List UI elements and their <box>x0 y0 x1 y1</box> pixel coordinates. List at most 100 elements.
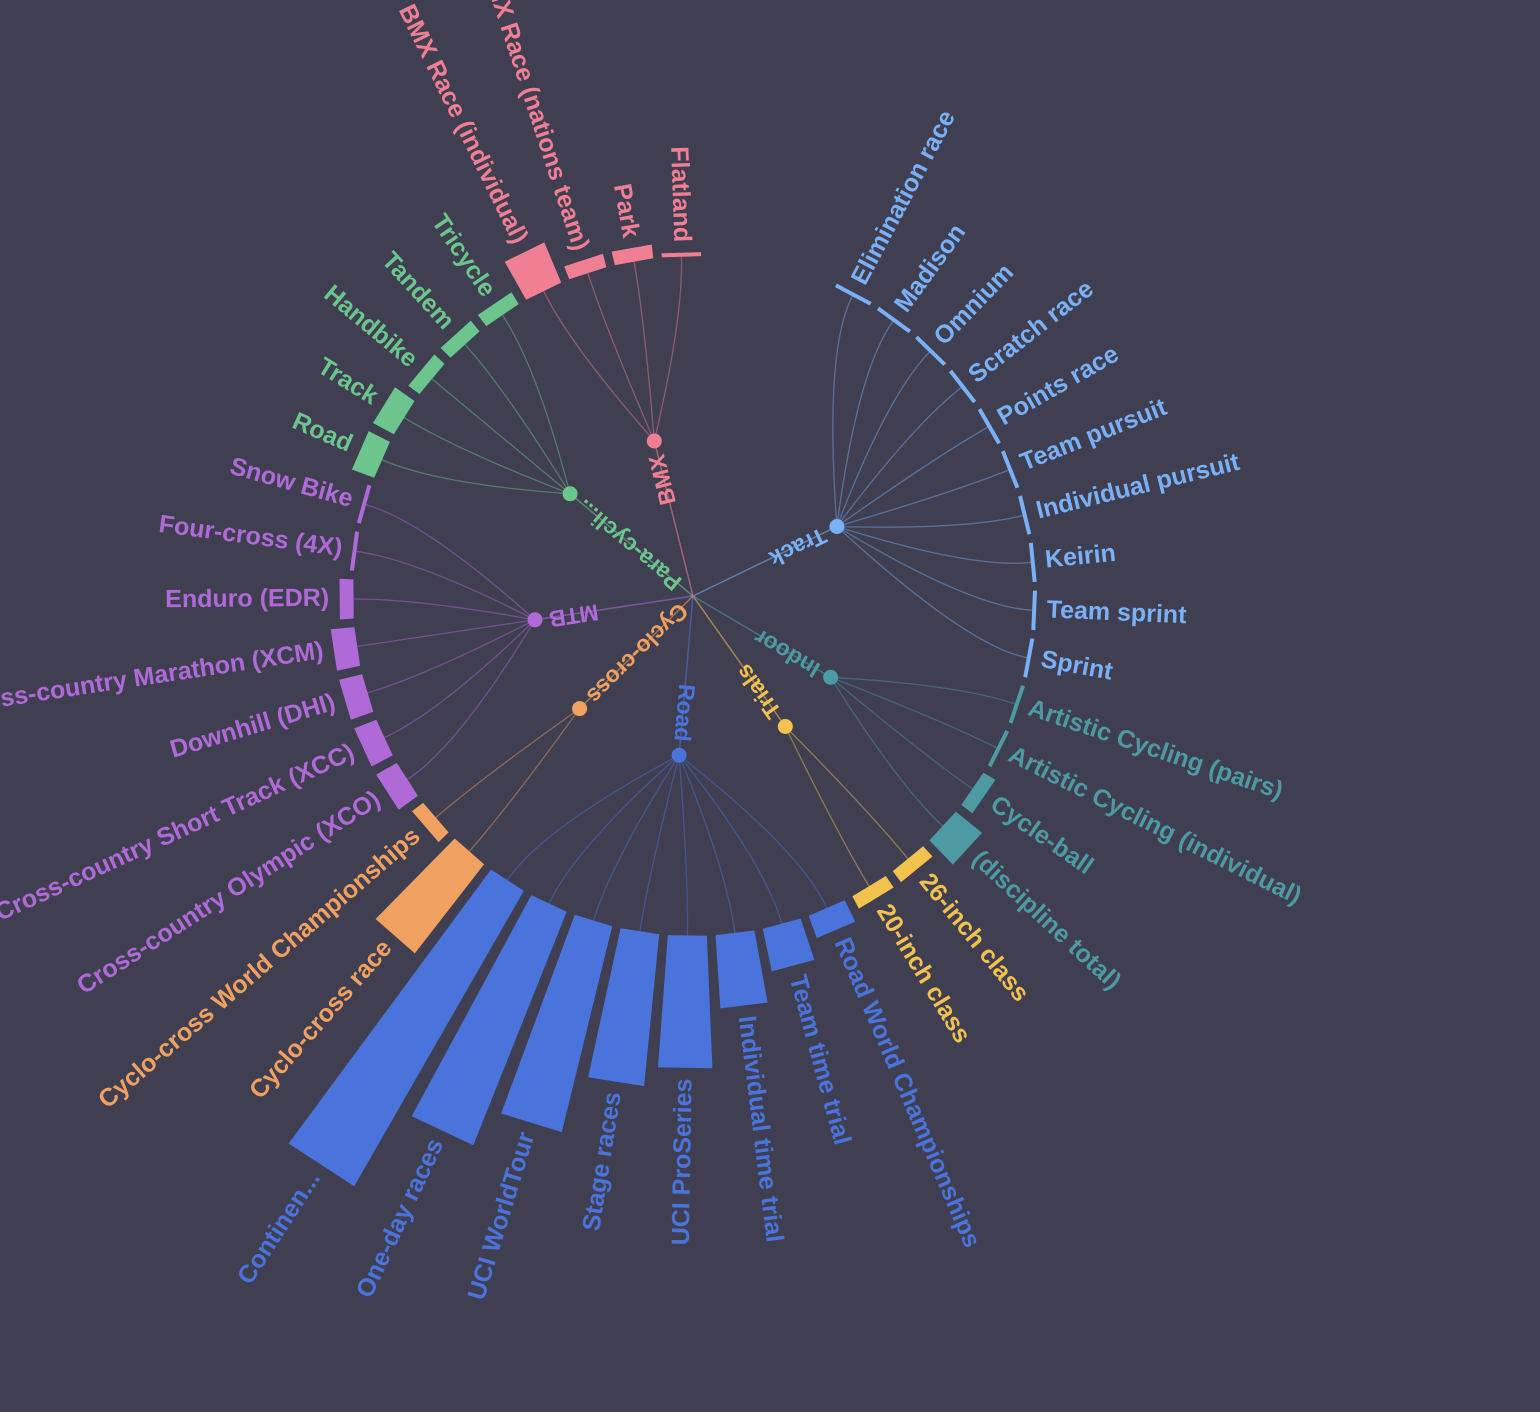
bar-cyclo-cross-cyclo-cross-world-championships <box>412 802 449 843</box>
link-mtb-downhill-dhi <box>367 619 536 694</box>
bar-indoor-artistic-cycling-individual <box>987 730 1010 768</box>
bar-mtb-enduro-edr <box>339 578 354 620</box>
link-road-uci-proseries <box>678 755 689 937</box>
link-cyclo-cross-cyclo-cross-world-championships <box>434 708 580 819</box>
bar-track-points-race <box>977 408 1001 445</box>
link-road-individual-time-trial <box>678 754 736 934</box>
bar-track-keirin <box>1028 542 1037 583</box>
bar-para-cycling-track <box>373 387 415 435</box>
spoke-road <box>678 595 694 756</box>
bar-mtb-snow-bike <box>356 484 372 524</box>
link-bmx-bmx-race-nations-team <box>587 272 655 442</box>
spoke-mtb <box>534 595 694 621</box>
link-indoor-discipline-total <box>830 676 944 827</box>
bar-bmx-flatland <box>661 252 702 258</box>
spoke-cyclo-cross <box>579 595 694 710</box>
bar-bmx-bmx-race-nations-team <box>564 253 607 280</box>
group-node-track[interactable] <box>829 519 845 534</box>
bar-road-uci-worldtour <box>501 914 613 1133</box>
spoke-track <box>692 525 838 597</box>
group-node-bmx[interactable] <box>646 433 662 449</box>
link-road-road-world-championships <box>678 754 828 909</box>
leaf-label-track-team-sprint: Team sprint <box>1046 595 1188 629</box>
leaf-label-bmx-flatland: Flatland <box>665 146 696 243</box>
bar-para-cycling-handbike <box>408 354 445 394</box>
bar-cyclo-cross-cyclo-cross-race <box>375 838 485 954</box>
leaf-label-track-keirin: Keirin <box>1044 539 1117 574</box>
link-para-cycling-track <box>403 416 571 495</box>
bar-road-road-world-championships <box>808 900 856 939</box>
link-indoor-artistic-cycling-pairs <box>830 676 1016 705</box>
link-road-continental <box>506 754 680 882</box>
group-node-road[interactable] <box>671 747 687 763</box>
link-mtb-cross-country-marathon-xcm <box>356 619 536 648</box>
group-node-cyclo-cross[interactable] <box>572 701 588 717</box>
link-mtb-enduro-edr <box>352 598 536 621</box>
bar-indoor-cycle-ball <box>961 772 996 814</box>
link-cyclo-cross-cyclo-cross-race <box>468 708 581 853</box>
bar-mtb-cross-country-olympic-xco <box>376 762 418 810</box>
link-para-cycling-tandem <box>464 343 571 495</box>
link-road-team-time-trial <box>678 754 783 925</box>
group-node-mtb[interactable] <box>527 612 543 628</box>
link-trials-20-inch-class <box>784 726 870 888</box>
group-node-trials[interactable] <box>777 719 793 734</box>
link-track-omnium <box>836 351 931 527</box>
bar-road-individual-time-trial <box>715 930 768 1009</box>
bar-road-team-time-trial <box>762 918 815 972</box>
link-track-points-race <box>836 426 989 528</box>
bar-track-team-pursuit <box>1001 450 1020 489</box>
link-track-madison <box>836 320 894 527</box>
link-mtb-snow-bike <box>365 503 536 621</box>
bar-para-cycling-road <box>351 431 390 478</box>
link-trials-26-inch-class <box>784 726 909 860</box>
bar-para-cycling-tandem <box>440 320 480 358</box>
links-layer <box>352 256 1033 937</box>
bar-road-stage-races <box>588 928 660 1087</box>
bar-indoor-artistic-cycling-pairs <box>1008 685 1025 724</box>
link-road-one-day-races <box>548 754 680 905</box>
link-bmx-bmx-race-individual <box>542 290 655 442</box>
link-bmx-park <box>633 261 655 442</box>
bar-track-individual-pursuit <box>1018 495 1032 535</box>
link-mtb-four-cross-4x <box>355 550 536 621</box>
bar-trials-26-inch-class <box>892 846 933 883</box>
link-track-keirin <box>836 525 1032 564</box>
link-track-scratch-race <box>836 386 962 527</box>
link-track-team-sprint <box>836 525 1033 611</box>
link-para-cycling-handbike <box>431 378 571 495</box>
bar-mtb-downhill-dhi <box>339 674 374 720</box>
link-bmx-flatland <box>653 256 683 442</box>
bar-mtb-cross-country-short-track-xcc <box>354 719 393 767</box>
link-mtb-cross-country-olympic-xco <box>406 619 536 781</box>
bar-mtb-four-cross-4x <box>349 531 360 571</box>
bar-road-one-day-races <box>411 895 567 1146</box>
spoke-bmx <box>653 440 694 597</box>
bar-bmx-park <box>611 244 654 266</box>
spoke-trials <box>692 595 786 727</box>
group-label-road: Road <box>669 683 700 743</box>
bar-indoor-discipline-total <box>929 811 982 865</box>
link-track-individual-pursuit <box>836 514 1024 528</box>
bar-track-team-sprint <box>1031 590 1037 631</box>
leaf-label-mtb-enduro-edr: Enduro (EDR) <box>165 584 329 613</box>
bar-road-continental <box>288 869 524 1187</box>
bar-bmx-bmx-race-individual <box>504 242 562 300</box>
bar-track-madison <box>876 306 912 334</box>
link-road-stage-races <box>639 755 680 932</box>
spokes-layer <box>534 440 838 756</box>
link-track-elimination-race <box>832 295 854 527</box>
spoke-para-cycling <box>569 493 694 597</box>
group-node-indoor[interactable] <box>823 669 839 685</box>
link-track-team-pursuit <box>836 469 1010 528</box>
link-para-cycling-tricycle <box>501 314 571 494</box>
bars-layer <box>288 242 1037 1187</box>
link-road-uci-worldtour <box>592 754 680 922</box>
spoke-indoor <box>692 595 831 678</box>
group-node-para-cycling[interactable] <box>562 486 578 502</box>
bar-track-sprint <box>1023 638 1035 678</box>
bar-para-cycling-tricycle <box>477 292 519 327</box>
link-track-sprint <box>836 526 1028 659</box>
bar-track-elimination-race <box>835 283 872 306</box>
